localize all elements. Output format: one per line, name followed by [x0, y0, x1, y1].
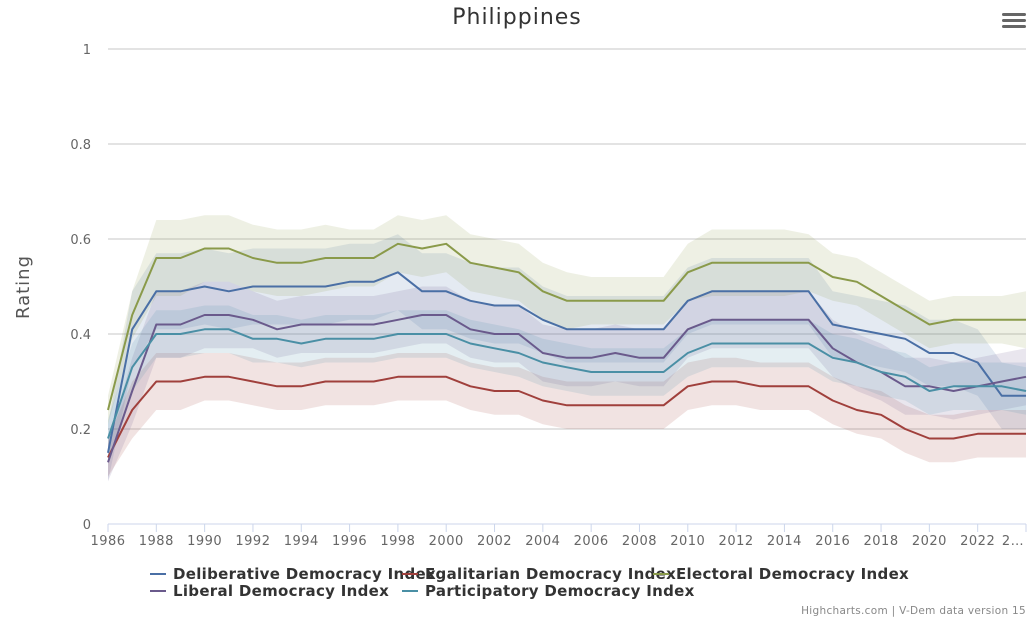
x-tick-label: 2014 — [767, 534, 802, 549]
y-tick-label: 0.2 — [70, 423, 91, 438]
y-axis-label: Rating — [13, 255, 34, 319]
legend-label: Deliberative Democracy Index — [173, 565, 436, 583]
y-tick-label: 1 — [83, 43, 91, 58]
y-tick-label: 0.4 — [70, 328, 91, 343]
y-tick-label: 0.6 — [70, 233, 91, 248]
x-tick-label: 1996 — [332, 534, 367, 549]
y-tick-label: 0 — [83, 518, 91, 533]
y-tick-label: 0.8 — [70, 138, 91, 153]
x-tick-label: 2000 — [429, 534, 464, 549]
legend-swatch — [653, 573, 669, 575]
series-line-4[interactable] — [107, 328, 1027, 439]
series-line-0[interactable] — [107, 271, 1026, 453]
legend-swatch — [402, 573, 418, 575]
x-tick-label: 1998 — [380, 534, 415, 549]
legend-label: Liberal Democracy Index — [173, 582, 390, 600]
legend-item-egalitarian[interactable]: Egalitarian Democracy Index — [402, 565, 676, 583]
series-line-2[interactable] — [107, 242, 1026, 411]
x-tick-label: 2004 — [525, 534, 560, 549]
legend-item-liberal[interactable]: Liberal Democracy Index — [150, 582, 389, 600]
series-line-1[interactable] — [107, 375, 1026, 458]
legend-swatch — [150, 573, 166, 575]
chart-title: Philippines — [452, 5, 582, 30]
x-tick-label: 2018 — [864, 534, 899, 549]
legend-label: Egalitarian Democracy Index — [425, 565, 677, 583]
x-tick-label: 2020 — [912, 534, 947, 549]
x-tick-label: 1994 — [284, 534, 319, 549]
series-band-3 — [108, 281, 1026, 482]
legend-item-electoral[interactable]: Electoral Democracy Index — [653, 565, 909, 583]
series-band-1 — [108, 353, 1026, 477]
legend-label: Participatory Democracy Index — [425, 582, 695, 600]
x-tick-label: 2006 — [574, 534, 609, 549]
x-tick-label: 2008 — [622, 534, 657, 549]
x-tick-label: 1986 — [90, 534, 125, 549]
x-tick-label: 1990 — [187, 534, 222, 549]
x-tick-label: 2010 — [670, 534, 705, 549]
legend-item-deliberative[interactable]: Deliberative Democracy Index — [150, 565, 436, 583]
x-tick-label: 1988 — [139, 534, 174, 549]
x-tick-label: 2012 — [719, 534, 754, 549]
legend-swatch — [150, 590, 166, 592]
x-tick-label: 2022 — [960, 534, 995, 549]
legend: Deliberative Democracy Index Egalitarian… — [150, 565, 909, 605]
legend-swatch — [402, 590, 418, 592]
legend-item-participatory[interactable]: Participatory Democracy Index — [402, 582, 695, 600]
x-tick-label: 2016 — [815, 534, 850, 549]
legend-label: Electoral Democracy Index — [676, 565, 910, 583]
chart-menu-icon[interactable] — [1000, 10, 1028, 34]
series-band-2 — [108, 215, 1026, 425]
x-tick-label: 1992 — [235, 534, 270, 549]
x-tick-label: 2… — [1002, 534, 1024, 549]
x-tick-label: 2002 — [477, 534, 512, 549]
credits[interactable]: Highcharts.com | V-Dem data version 15 — [801, 605, 1026, 617]
